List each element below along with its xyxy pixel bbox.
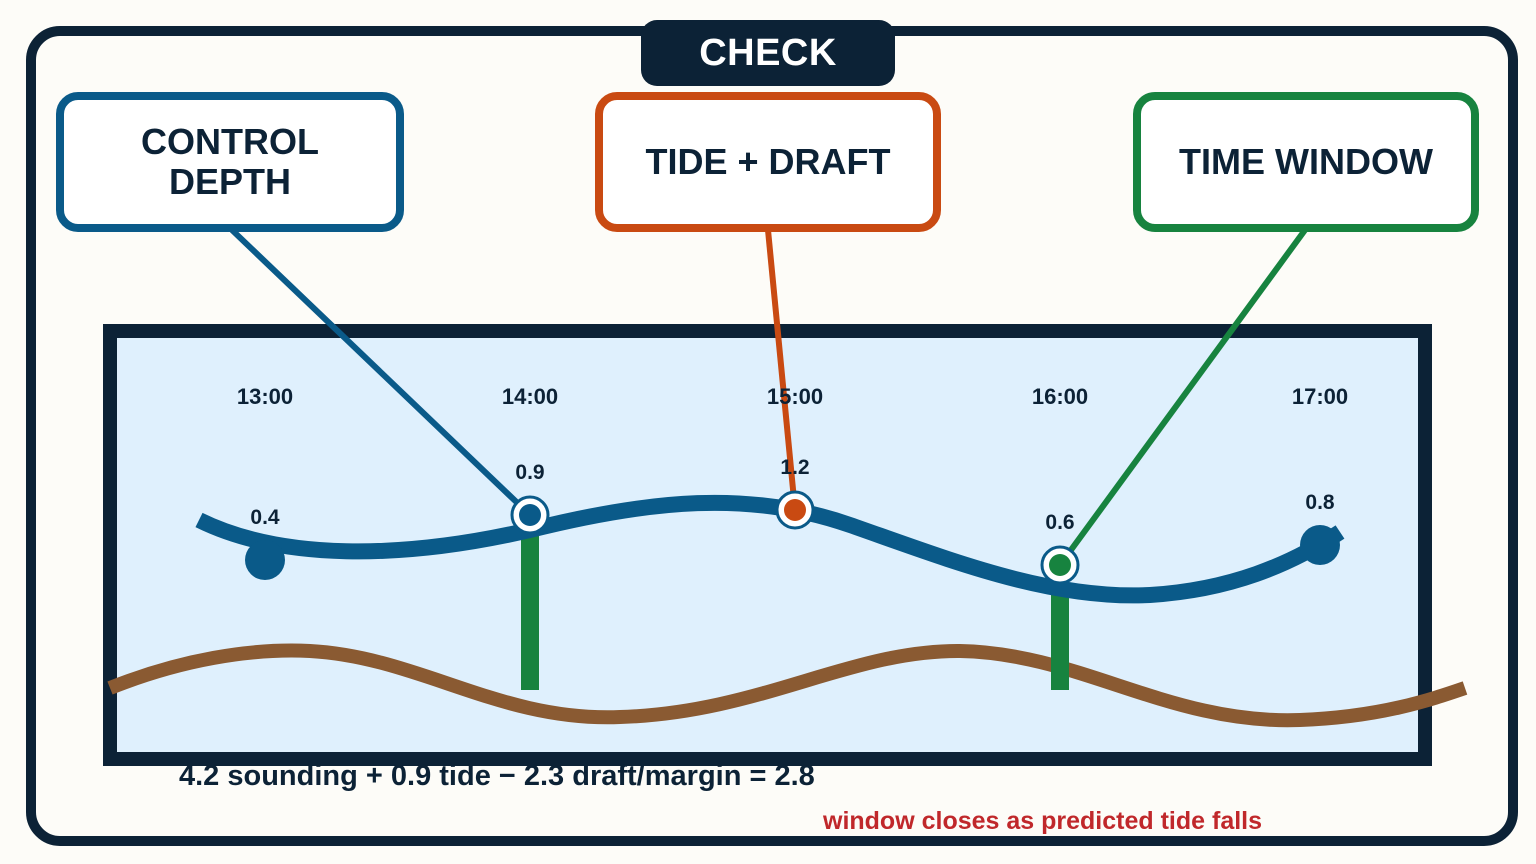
value-label-1500: 1.2: [780, 456, 809, 479]
value-label-1300: 0.4: [250, 506, 280, 529]
value-label-1400: 0.9: [515, 461, 544, 484]
time-label-1700: 17:00: [1292, 384, 1348, 409]
highlight-point-14: [510, 495, 550, 535]
seabed-line: [107, 643, 1468, 728]
value-label-1700: 0.8: [1305, 491, 1335, 514]
time-label-1600: 16:00: [1032, 384, 1088, 409]
control-depth-line2: DEPTH: [168, 161, 291, 202]
tide-draft-leader: [765, 229, 798, 511]
control-depth-line1: CONTROL: [141, 121, 319, 162]
control-depth-leader: [229, 227, 533, 518]
window-note: window closes as predicted tide falls: [823, 807, 1263, 835]
window-end-bar: [1051, 570, 1069, 690]
tide-draft-callout: TIDE + DRAFT: [595, 92, 941, 232]
highlight-point-16: [1040, 545, 1080, 585]
tide-draft-label: TIDE + DRAFT: [645, 141, 891, 182]
highlight-point-15: [775, 490, 815, 530]
value-label-1600: 0.6: [1045, 511, 1074, 534]
time-label-1500: 15:00: [767, 384, 823, 409]
tide-curve: [195, 494, 1345, 604]
data-point-17: [1300, 525, 1340, 565]
time-window-label: TIME WINDOW: [1179, 141, 1433, 182]
data-point-13: [245, 540, 285, 580]
clearance-formula: 4.2 sounding + 0.9 tide − 2.3 draft/marg…: [179, 760, 815, 792]
time-label-1400: 14:00: [502, 384, 558, 409]
control-depth-callout: CONTROL DEPTH: [56, 92, 404, 232]
time-window-callout: TIME WINDOW: [1133, 92, 1479, 232]
window-start-bar: [521, 530, 539, 690]
check-header: CHECK: [641, 20, 895, 86]
time-label-1300: 13:00: [237, 384, 293, 409]
time-window-leader: [1057, 228, 1308, 567]
